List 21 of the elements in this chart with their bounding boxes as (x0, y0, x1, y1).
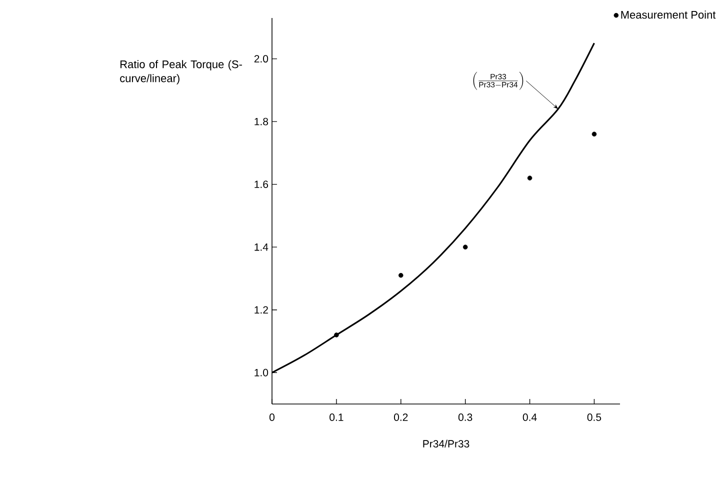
legend-label: Measurement Point (621, 10, 716, 19)
point (592, 132, 597, 136)
x-axis-title: Pr34/Pr33 (423, 440, 470, 448)
x-tick-label: 0.3 (458, 414, 472, 421)
x-tick-label: 0.2 (394, 414, 408, 421)
x-tick-label: 0.4 (522, 414, 537, 421)
annotation: $\left(\frac{\mathrm{Pr33}}{\mathrm{Pr33}-\mathrm{Pr34}}\right)$ (473, 72, 524, 90)
y-tick-label: 1.4 (254, 243, 268, 251)
y-axis-title: Ratio of Peak Torque (S-curve/linear) (120, 60, 242, 84)
point (527, 176, 532, 180)
y-tick-label: 1.8 (254, 118, 268, 126)
y-tick-label: 1.0 (254, 368, 268, 376)
point (334, 332, 339, 338)
x-tick-label: 0.1 (330, 414, 344, 421)
point (398, 272, 404, 278)
y-tick-label: 2.0 (254, 55, 268, 63)
x-tick-label: 0 (269, 414, 275, 421)
x-tick-label: 0.5 (587, 414, 602, 421)
point (462, 244, 468, 250)
y-tick-label: 1.2 (254, 306, 268, 314)
y-tick-label: 1.6 (254, 180, 268, 188)
